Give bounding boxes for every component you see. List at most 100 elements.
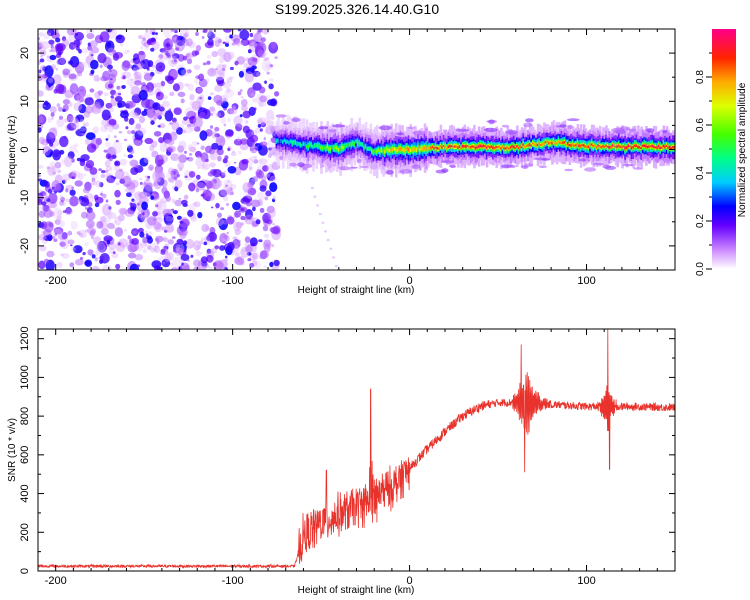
spectrogram-band-halo (567, 124, 573, 130)
spectrogram-noise-cell (105, 102, 113, 109)
spectrogram-noise-cell (126, 78, 136, 86)
spectrogram-noise-cell (152, 181, 158, 187)
spectrogram-noise-cell (41, 239, 44, 242)
spectrogram-noise-cell (257, 33, 262, 40)
spectrogram-band-cell (490, 144, 494, 148)
spectrogram-noise-cell (144, 175, 148, 178)
spectrogram-noise-cell (257, 124, 262, 128)
spectrogram-band-cell (391, 148, 395, 151)
spectrogram-band-cell (648, 145, 651, 148)
spectrogram-noise-cell (84, 259, 93, 267)
spectrogram-noise-cell (246, 201, 252, 207)
spectrogram-noise-cell (230, 191, 234, 196)
spectrogram-band-cell (446, 147, 449, 150)
spectrogram-band-cell (340, 146, 344, 149)
spectrogram-noise-cell (214, 85, 223, 92)
spectrogram-band-halo (509, 164, 516, 168)
spectrogram-noise-cell (170, 130, 177, 138)
y-tick-label: -10 (19, 190, 31, 206)
spectrogram-noise-cell (137, 202, 140, 206)
spectrogram-noise-cell (48, 77, 54, 84)
spectrogram-band-cell (342, 146, 346, 150)
spectrogram-noise-cell (112, 251, 116, 255)
spectrogram-noise-cell (263, 239, 272, 247)
spectrogram-noise-cell (224, 131, 234, 138)
spectrogram-noise-cell (195, 32, 199, 36)
spectrogram-noise-cell (189, 100, 197, 107)
spectrogram-noise-cell (249, 155, 257, 162)
spectrogram-noise-cell (169, 91, 175, 97)
spectrogram-noise-cell (198, 73, 205, 81)
spectrogram-band-cell (465, 145, 468, 149)
spectrogram-noise-cell (115, 263, 121, 270)
spectrogram-noise-cell (223, 51, 232, 63)
spectrogram-noise-cell (265, 125, 275, 135)
spectrogram-band-cell (420, 146, 424, 150)
spectrogram-noise-cell (187, 209, 194, 217)
spectrogram-band-cell (576, 142, 580, 146)
spectrogram-noise-cell (161, 179, 168, 188)
spectrogram-noise-cell (103, 92, 109, 97)
spectrogram-noise-cell (107, 177, 115, 184)
spectrogram-band-cell (366, 147, 369, 150)
spectrogram-band-cell (547, 141, 551, 145)
spectrogram-noise-cell (218, 38, 222, 44)
spectrogram-noise-cell (187, 83, 194, 92)
spectrogram-noise-cell (246, 193, 252, 199)
spectrogram-band-cell (439, 145, 443, 148)
spectrogram-band-halo (584, 167, 597, 172)
spectrogram-noise-cell (43, 209, 53, 218)
spectrogram-noise-cell (200, 193, 205, 197)
spectrogram-noise-cell (40, 74, 45, 80)
spectrogram-band-cell (554, 142, 557, 144)
spectrogram-noise-cell (134, 163, 139, 169)
spectrogram-band-cell (587, 145, 591, 148)
spectrogram-noise-cell (134, 254, 144, 261)
spectrogram-x-label: Height of straight line (km) (298, 285, 415, 296)
spectrogram-band-cell (409, 148, 412, 152)
spectrogram-noise-cell (209, 29, 213, 33)
spectrogram-noise-cell (235, 39, 242, 47)
spectrogram-noise-cell (196, 245, 201, 250)
spectrogram-noise-cell (73, 125, 80, 131)
spectrogram-noise-cell (150, 195, 155, 200)
spectrogram-noise-cell (126, 143, 132, 149)
spectrogram-noise-cell (90, 59, 99, 70)
spectrogram-noise-cell (229, 76, 234, 80)
spectrogram-noise-cell (268, 83, 274, 90)
x-tick-label: 100 (577, 275, 595, 287)
spectrogram-noise-cell (91, 46, 99, 54)
spectrogram-noise-cell (38, 204, 45, 212)
spectrogram-noise-cell (127, 252, 137, 259)
spectrogram-noise-cell (58, 232, 68, 241)
spectrogram-noise-cell (245, 120, 249, 123)
spectrogram-noise-cell (206, 55, 212, 59)
spectrogram-noise-cell (115, 182, 120, 186)
spectrogram-noise-cell (249, 134, 259, 143)
spectrogram-noise-cell (61, 253, 70, 259)
spectrogram-band-cell (525, 144, 529, 147)
spectrogram-band-halo (523, 122, 533, 128)
spectrogram-noise-cell (217, 212, 222, 218)
spectrogram-noise-cell (170, 170, 175, 175)
spectrogram-band-cell (337, 148, 341, 152)
spectrogram-noise-cell (94, 257, 99, 262)
spectrogram-noise-cell (172, 83, 180, 92)
spectrogram-noise-cell (124, 228, 127, 232)
spectrogram-band-cell (608, 146, 611, 149)
spectrogram-band-cell (551, 141, 554, 145)
spectrogram-noise-cell (71, 171, 81, 178)
spectrogram-noise-cell (46, 166, 51, 170)
spectrogram-band-cell (582, 144, 586, 147)
spectrogram-noise-cell (154, 154, 164, 167)
y-tick-label: 1200 (19, 326, 31, 350)
spectrogram-noise-cell (107, 83, 113, 89)
spectrogram-noise-cell (165, 223, 175, 233)
spectrogram-noise-cell (73, 39, 81, 48)
spectrogram-noise-cell (147, 216, 157, 226)
spectrogram-noise-cell (227, 241, 235, 251)
spectrogram-band-cell (629, 145, 632, 148)
spectrogram-band-cell (597, 144, 600, 147)
spectrogram-noise-cell (186, 156, 194, 162)
spectrogram-noise-cell (150, 248, 157, 253)
